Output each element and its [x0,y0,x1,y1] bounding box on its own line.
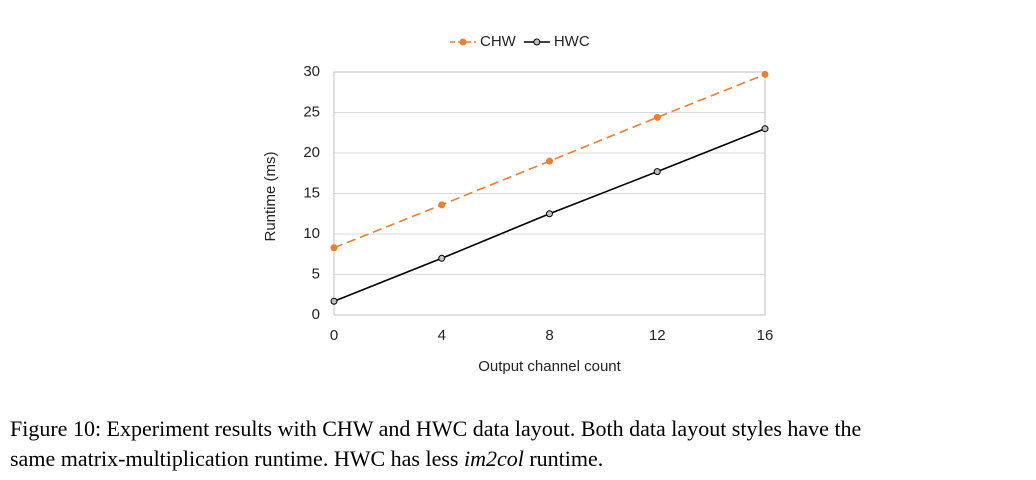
series-marker [438,201,446,209]
caption-text: runtime. [524,446,603,471]
x-tick-label: 4 [438,327,446,344]
y-tick-label: 0 [312,306,320,323]
x-tick-label: 16 [757,327,774,344]
series-marker [653,113,661,121]
y-tick-label: 25 [303,103,320,120]
legend-label: CHW [480,33,517,50]
caption-text: same matrix-multiplication runtime. HWC … [10,446,464,471]
y-tick-label: 10 [303,225,320,242]
y-tick-label: 20 [303,144,320,161]
series-marker [330,244,338,252]
y-tick-label: 30 [303,63,320,80]
series-marker [761,125,769,133]
plot-border [333,71,766,316]
series-marker [761,70,769,78]
series-marker [546,157,553,165]
series-marker [653,168,661,176]
y-tick-label: 15 [303,184,320,201]
caption-line: Figure 10: Experiment results with CHW a… [10,416,861,441]
x-axis-label: Output channel count [478,358,621,375]
y-axis-label: Runtime (ms) [262,151,279,241]
legend-label: HWC [554,33,590,50]
legend-marker [459,38,467,46]
caption-emph: im2col [464,446,524,471]
caption-line: same matrix-multiplication runtime. HWC … [10,446,603,471]
x-tick-label: 12 [649,327,666,344]
series-marker [438,254,446,262]
x-tick-label: 8 [545,327,553,344]
series-marker [330,297,338,305]
x-tick-label: 0 [330,327,338,344]
series-marker [546,210,553,218]
y-tick-label: 5 [312,265,320,282]
legend-marker [533,38,541,46]
